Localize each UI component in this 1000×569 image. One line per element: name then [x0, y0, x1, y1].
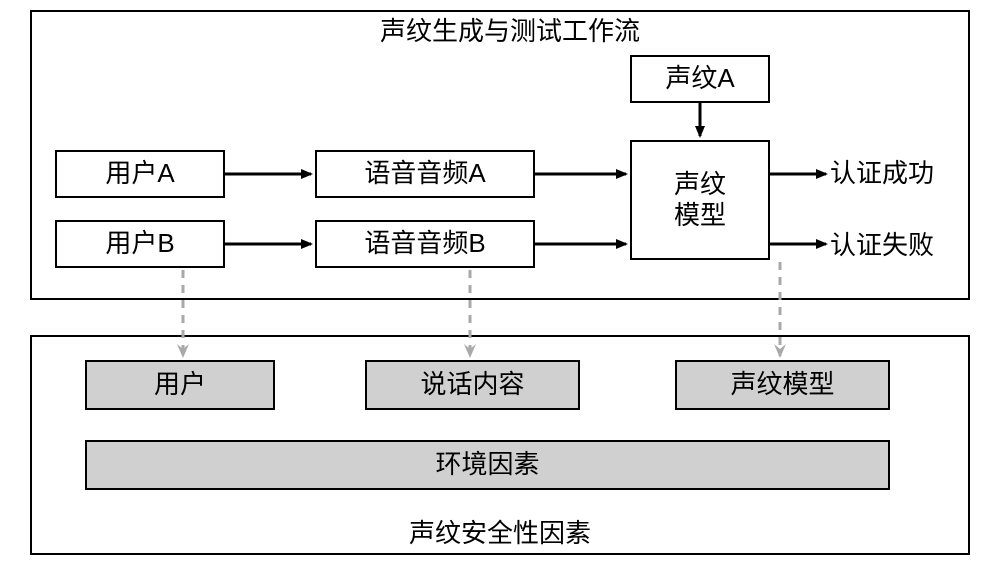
factor-model-label: 声纹模型	[730, 369, 834, 400]
user-b-box: 用户B	[55, 220, 225, 268]
user-a-label: 用户A	[105, 158, 174, 189]
audio-b-label: 语音音频B	[364, 228, 485, 259]
voiceprint-a-box: 声纹A	[630, 55, 770, 103]
audio-a-box: 语音音频A	[315, 150, 535, 198]
user-a-box: 用户A	[55, 150, 225, 198]
factor-content-box: 说话内容	[365, 360, 580, 410]
audio-a-label: 语音音频A	[364, 158, 485, 189]
auth-fail-label: 认证失败	[830, 230, 970, 261]
top-panel-title: 声纹生成与测试工作流	[42, 8, 978, 47]
bottom-panel-title: 声纹安全性因素	[32, 518, 968, 549]
model-label: 声纹 模型	[674, 169, 726, 231]
factor-env-label: 环境因素	[435, 449, 539, 480]
model-box: 声纹 模型	[630, 140, 770, 260]
factor-user-label: 用户	[154, 369, 206, 400]
factor-content-label: 说话内容	[420, 369, 524, 400]
voiceprint-a-label: 声纹A	[665, 63, 734, 94]
factor-user-box: 用户	[85, 360, 275, 410]
user-b-label: 用户B	[105, 228, 174, 259]
factor-env-box: 环境因素	[85, 440, 890, 490]
factor-model-box: 声纹模型	[675, 360, 890, 410]
audio-b-box: 语音音频B	[315, 220, 535, 268]
auth-success-label: 认证成功	[830, 158, 970, 189]
